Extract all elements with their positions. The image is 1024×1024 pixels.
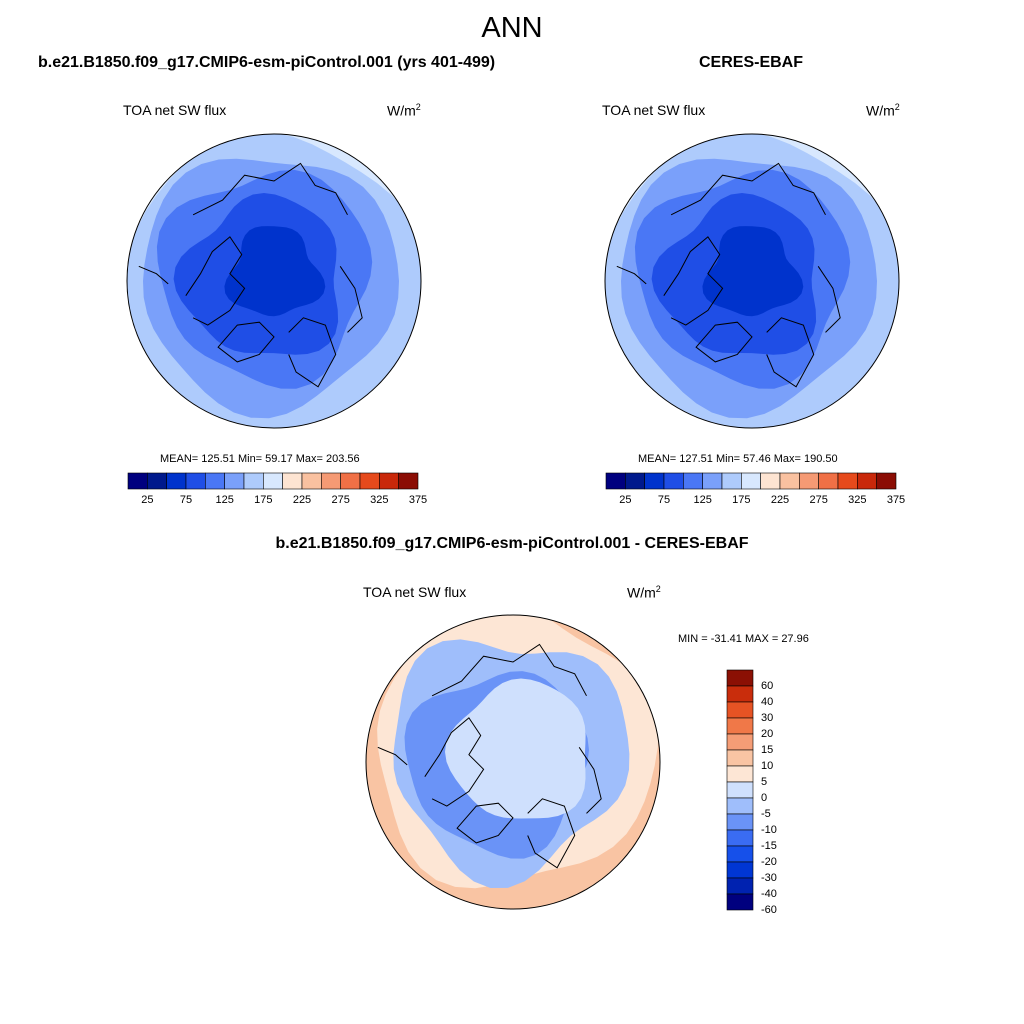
panel-a-colorbar-swatch — [224, 472, 245, 490]
panel-c-colorbar-tick-label: -20 — [761, 856, 777, 868]
panel-b-colorbar-swatch — [663, 472, 684, 490]
panel-b-colorbar-tick-label: 375 — [886, 494, 906, 506]
panel-c-colorbar-tick-label: 30 — [761, 712, 774, 724]
panel-b-colorbar-swatch — [818, 472, 839, 490]
panel-b-colorbar-swatch — [837, 472, 858, 490]
panel-b-colorbar-swatch — [644, 472, 665, 490]
panel-a-colorbar — [127, 472, 419, 490]
panel-a-colorbar-tick-label: 25 — [141, 494, 154, 506]
panel-a-colorbar-tick-label: 375 — [408, 494, 428, 506]
map-border — [126, 133, 422, 429]
panel-a-colorbar-tick-label: 175 — [254, 494, 273, 506]
panel-b-colorbar-tick-label: 175 — [732, 494, 751, 506]
panel-a-colorbar-swatch — [398, 472, 419, 490]
panel-c-colorbar-swatch — [726, 893, 754, 911]
panel-c-colorbar-tick-label: 60 — [761, 680, 774, 692]
panel-b-colorbar-swatch — [857, 472, 877, 490]
panel-c-field — [366, 615, 660, 909]
panel-c-colorbar-tick-label: 5 — [761, 776, 768, 788]
panel-b-unit: W/m2 — [866, 102, 900, 119]
panel-b-colorbar-tick-label: 125 — [693, 494, 712, 506]
panel-a-colorbar-tick-label: 225 — [292, 494, 312, 506]
panel-b-colorbar-tick-label: 225 — [770, 494, 790, 506]
panel-c-colorbar-tick-label: -30 — [761, 872, 777, 884]
panel-b-colorbar-tick-label: 25 — [619, 494, 632, 506]
panel-c-colorbar-tick-label: 15 — [761, 744, 774, 756]
panel-b-variable: TOA net SW flux — [602, 102, 706, 118]
panel-c-colorbar-tick-label: 0 — [761, 792, 768, 804]
panel-b-colorbar-swatch — [605, 472, 626, 490]
coastline — [377, 643, 602, 869]
panel-a-colorbar-tick-label: 75 — [179, 494, 193, 506]
panel-a-colorbar-swatch — [243, 472, 264, 490]
panel-b-field — [605, 134, 899, 428]
panel-b-polar-map — [604, 133, 900, 429]
panel-c-stats: MIN = -31.41 MAX = 27.96 — [678, 633, 809, 645]
panel-a-colorbar-swatch — [147, 472, 167, 490]
panel-b-colorbar-swatch — [721, 472, 742, 490]
panel-a-colorbar-swatch — [127, 472, 148, 490]
panel-a-field — [127, 134, 421, 428]
panel-a-variable: TOA net SW flux — [123, 102, 227, 118]
panel-c-colorbar-ticks: 60 40 30 20 15 10 5 0 -5 -10 -15 -20 -30 -40 -60 — [727, 670, 787, 916]
panel-a-colorbar-swatch — [379, 472, 399, 490]
panel-b-colorbar-swatch — [741, 472, 761, 490]
panel-b-colorbar-swatch — [683, 472, 703, 490]
panel-b-colorbar-swatch — [799, 472, 819, 490]
panel-b-title: CERES-EBAF — [698, 54, 803, 71]
panel-a-colorbar-ticks: 25 75 125 175 225 275 325 375 — [128, 494, 427, 508]
contour-band — [702, 226, 804, 317]
panel-b-colorbar-swatch — [876, 472, 897, 490]
contour-band — [445, 678, 586, 819]
panel-c-variable: TOA net SW flux — [363, 584, 467, 600]
panel-a-colorbar-swatch — [282, 472, 303, 490]
map-border — [365, 614, 661, 910]
panel-c-colorbar-tick-label: -40 — [761, 888, 777, 900]
panel-c-colorbar-tick-label: 40 — [761, 696, 774, 708]
panel-c-colorbar-tick-label: 10 — [761, 760, 774, 772]
panel-a-colorbar-tick-label: 275 — [331, 494, 350, 506]
coastline — [616, 162, 841, 388]
map-border — [604, 133, 900, 429]
panel-c-colorbar-tick-label: 20 — [761, 728, 774, 740]
panel-b-colorbar-tick-label: 75 — [657, 494, 671, 506]
panel-a-colorbar-swatch — [340, 472, 361, 490]
panel-c-colorbar-tick-label: -5 — [761, 808, 771, 820]
panel-c-unit: W/m2 — [627, 584, 661, 601]
panel-c-title: b.e21.B1850.f09_g17.CMIP6-esm-piControl.… — [275, 535, 749, 552]
panel-b-colorbar-swatch — [625, 472, 645, 490]
panel-a-colorbar-swatch — [185, 472, 206, 490]
panel-b-colorbar-swatch — [760, 472, 781, 490]
panel-a-colorbar-swatch — [166, 472, 187, 490]
panel-a-colorbar-tick-label: 125 — [215, 494, 234, 506]
contour-band — [224, 226, 326, 317]
panel-b-colorbar-tick-label: 275 — [809, 494, 828, 506]
panel-b-colorbar-tick-label: 325 — [848, 494, 867, 506]
panel-a-colorbar-tick-label: 325 — [370, 494, 389, 506]
panel-a-colorbar-swatch — [263, 472, 283, 490]
panel-a-colorbar-swatch — [321, 472, 341, 490]
panel-a-polar-map — [126, 133, 422, 429]
panel-a-stats: MEAN= 125.51 Min= 59.17 Max= 203.56 — [160, 453, 360, 465]
panel-a-colorbar-swatch — [205, 472, 225, 490]
panel-b-colorbar-swatch — [702, 472, 723, 490]
panel-b-colorbar — [605, 472, 897, 490]
coastline — [138, 162, 363, 388]
panel-c-colorbar-tick-label: -15 — [761, 840, 777, 852]
panel-a-colorbar-swatch — [359, 472, 380, 490]
panel-c-colorbar-tick-label: -10 — [761, 824, 777, 836]
panel-a-title: b.e21.B1850.f09_g17.CMIP6-esm-piControl.… — [38, 54, 496, 71]
page-title: ANN — [481, 12, 543, 44]
panel-b-colorbar-swatch — [779, 472, 800, 490]
panel-b-colorbar-ticks: 25 75 125 175 225 275 325 375 — [606, 494, 905, 508]
panel-a-unit: W/m2 — [387, 102, 421, 119]
panel-a-colorbar-swatch — [301, 472, 322, 490]
panel-c-polar-map — [365, 614, 661, 910]
panel-b-stats: MEAN= 127.51 Min= 57.46 Max= 190.50 — [638, 453, 838, 465]
panel-c-colorbar — [726, 669, 754, 911]
panel-c-colorbar-tick-label: -60 — [761, 904, 777, 916]
